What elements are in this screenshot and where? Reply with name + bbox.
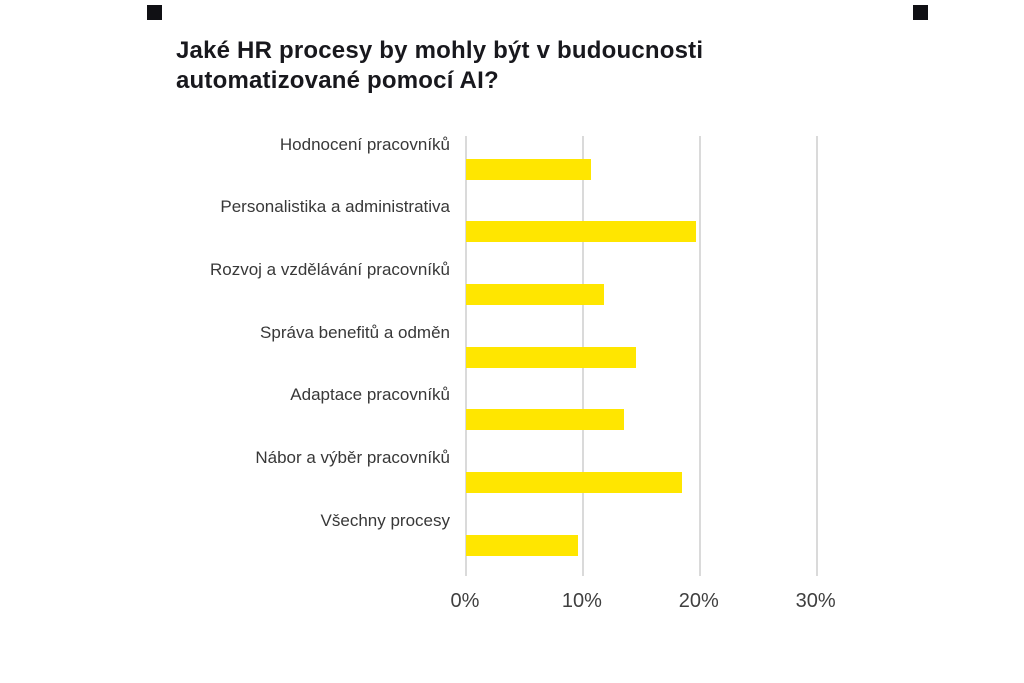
category-label: Všechny procesy: [320, 510, 450, 530]
gridline: [815, 136, 818, 576]
bar: [466, 283, 604, 305]
bar: [466, 221, 697, 243]
category-label: Rozvoj a vzdělávání pracovníků: [209, 259, 450, 279]
x-tick-label: 20%: [678, 590, 719, 612]
bar: [466, 158, 592, 180]
category-label: Nábor a výběr pracovníků: [255, 448, 450, 468]
corner-mark-left: [147, 5, 162, 20]
bar: [466, 409, 624, 431]
chart-title: Jaké HR procesy by mohly být v budoucnos…: [176, 37, 704, 94]
x-tick-label: 30%: [795, 590, 836, 612]
category-label: Správa benefitů a odměn: [260, 322, 450, 342]
category-label: Personalistika a administrativa: [220, 197, 450, 217]
bar: [466, 346, 636, 368]
bar: [466, 472, 683, 494]
bar: [466, 534, 579, 556]
category-label: Hodnocení pracovníků: [279, 134, 450, 154]
category-label: Adaptace pracovníků: [290, 385, 450, 405]
x-tick-label: 10%: [561, 590, 602, 612]
x-tick-label: 0%: [450, 590, 480, 612]
corner-mark-right: [913, 5, 928, 20]
gridline: [698, 136, 701, 576]
